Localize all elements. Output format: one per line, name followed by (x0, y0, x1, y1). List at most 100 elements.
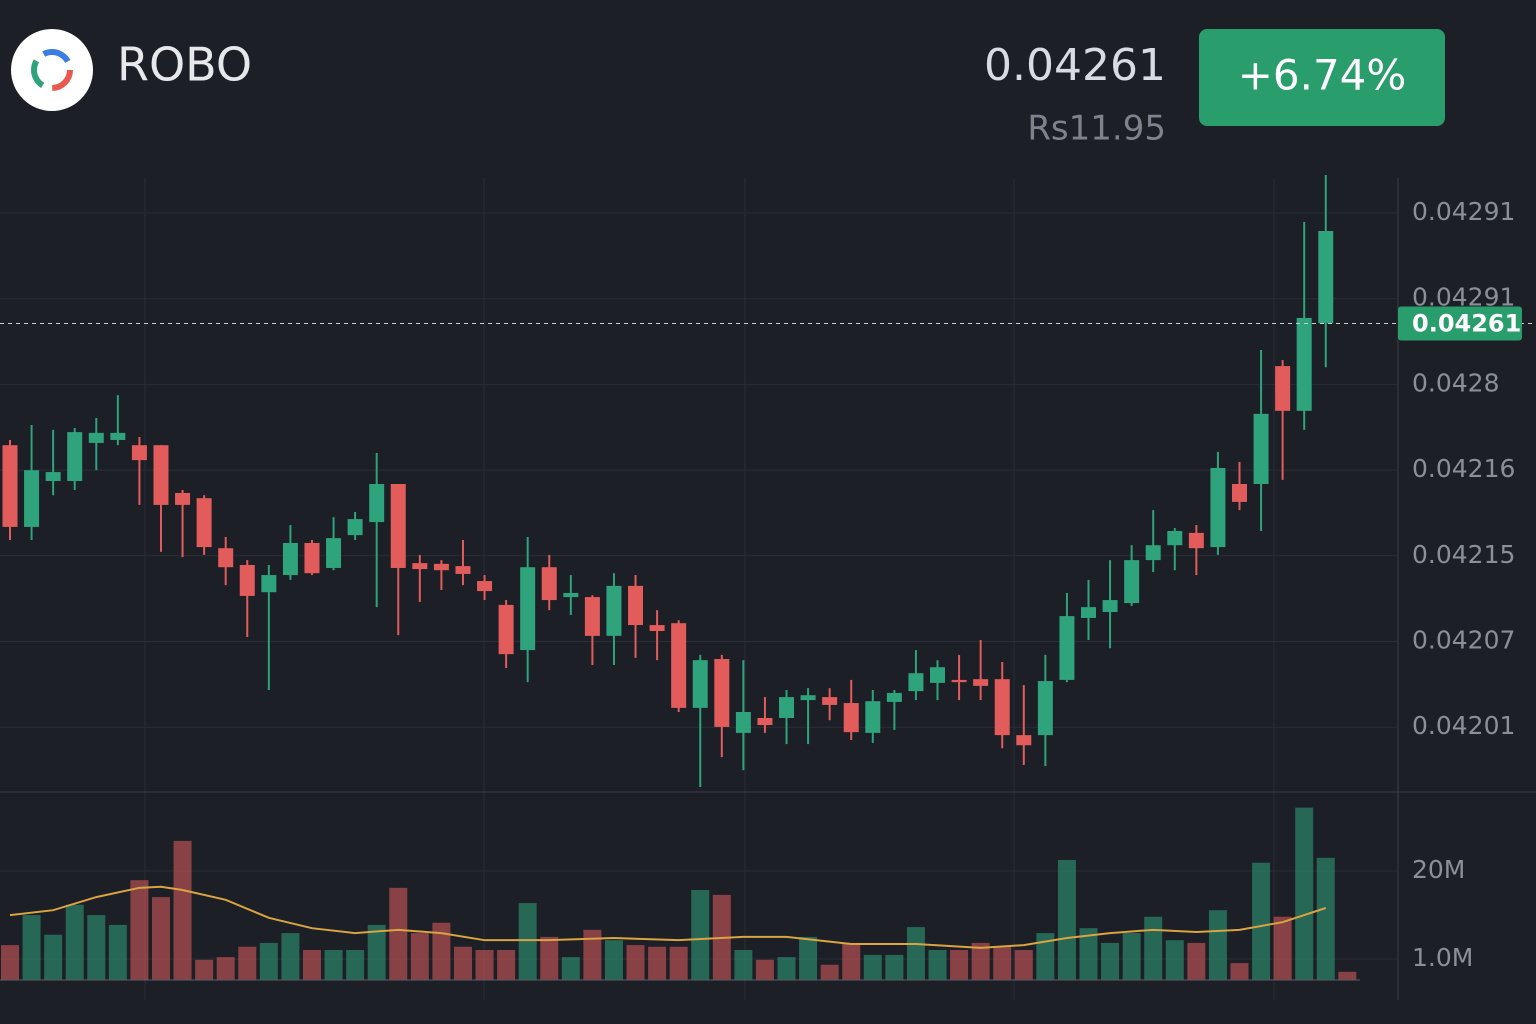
candle-body (110, 432, 126, 440)
price: 0.04261 (984, 40, 1166, 91)
volume-bar (87, 915, 106, 980)
candle-body (239, 564, 255, 596)
volume-bar (885, 954, 904, 980)
logo-ring (31, 49, 73, 91)
candle-body (994, 679, 1010, 736)
y-tick-label: 0.04215 (1412, 540, 1515, 569)
volume-bar (1, 945, 19, 980)
candle-body (541, 567, 557, 601)
candle-body (1210, 467, 1226, 548)
symbol: ROBO (117, 38, 252, 92)
volume-bar (583, 929, 602, 980)
candle-body (930, 667, 946, 683)
candle-body (24, 470, 40, 527)
candle-body (1037, 681, 1053, 736)
candle-body (973, 679, 989, 686)
volume-bar (1014, 950, 1033, 980)
volume-bar (626, 945, 645, 980)
volume-bar (906, 927, 925, 980)
volume-bar (497, 950, 516, 980)
volume-bar (950, 950, 969, 980)
candle-body (433, 563, 449, 571)
y-tick-label: 0.0428 (1412, 368, 1499, 397)
volume-bar (346, 950, 365, 980)
volume-bar (1316, 857, 1335, 980)
last-price-tag (1398, 306, 1522, 341)
candle-body (326, 538, 342, 568)
volume-bar (324, 950, 343, 980)
volume-bar (669, 946, 688, 980)
volume-bar (604, 940, 623, 980)
volume-bar (1057, 860, 1076, 980)
candle-body (1167, 531, 1183, 546)
candle-body (800, 695, 816, 701)
candle-body (1253, 413, 1269, 484)
candle-body (304, 542, 320, 574)
volume-bar (453, 946, 472, 980)
candle-body (347, 519, 363, 536)
candle-body (671, 623, 687, 708)
candle-body (1231, 484, 1247, 502)
volume-bar (173, 840, 192, 980)
volume-bar (993, 946, 1012, 980)
volume-bar (302, 950, 321, 980)
volume-bar (65, 904, 84, 980)
volume-bar (1187, 942, 1206, 980)
last-price-label: 0.04261 (1412, 310, 1521, 338)
candle-body (865, 701, 881, 733)
candle-body (1102, 600, 1118, 612)
candle-body (412, 563, 428, 570)
candle-body (1318, 230, 1334, 324)
volume-bar (1144, 916, 1163, 980)
candle-body (1296, 317, 1312, 411)
candle-body (908, 673, 924, 692)
candle-body (714, 659, 730, 727)
logo-circle (11, 29, 93, 111)
candle-body (2, 445, 18, 527)
volume-bar (820, 964, 839, 980)
volume-bar (281, 933, 300, 980)
y-tick-label: 0.04207 (1412, 626, 1515, 655)
change-badge (1199, 29, 1445, 126)
volume-bar (734, 950, 753, 980)
candle-body (175, 492, 191, 505)
volume-bar (1273, 916, 1292, 980)
candle-body (390, 484, 406, 568)
volume-bar (1208, 910, 1227, 980)
candle-body (218, 548, 234, 568)
candle-body (822, 697, 838, 705)
candle-body (1124, 560, 1140, 604)
candle-body (88, 432, 104, 443)
candle-body (606, 585, 622, 636)
candle-body (649, 625, 665, 632)
candle-body (779, 697, 795, 718)
candle-body (282, 542, 298, 576)
volume-bar (22, 915, 41, 980)
candle-body (886, 692, 902, 702)
volume-bar (475, 950, 494, 980)
candle-body (843, 703, 859, 733)
volume-tick-label: 20M (1412, 855, 1465, 884)
candle-body (261, 575, 277, 593)
volume-bar (842, 942, 861, 980)
candle-body (196, 498, 212, 548)
candle-body (1145, 545, 1161, 561)
volume-bar (1036, 933, 1055, 980)
volume-bar (259, 942, 278, 980)
volume-bar (432, 922, 451, 980)
volume-bar (1230, 963, 1249, 980)
candle-body (131, 445, 147, 461)
volume-bar (691, 890, 710, 980)
candle-body (369, 484, 385, 523)
volume-bar (971, 942, 990, 980)
volume-bar (518, 903, 537, 980)
candle-body (1016, 735, 1032, 746)
logo-ring (31, 49, 73, 91)
candle-body (584, 597, 600, 636)
candle-body (951, 679, 967, 683)
candle-body (477, 581, 493, 592)
volume-bar (777, 957, 796, 980)
y-tick-label: 0.04291 (1412, 197, 1515, 226)
